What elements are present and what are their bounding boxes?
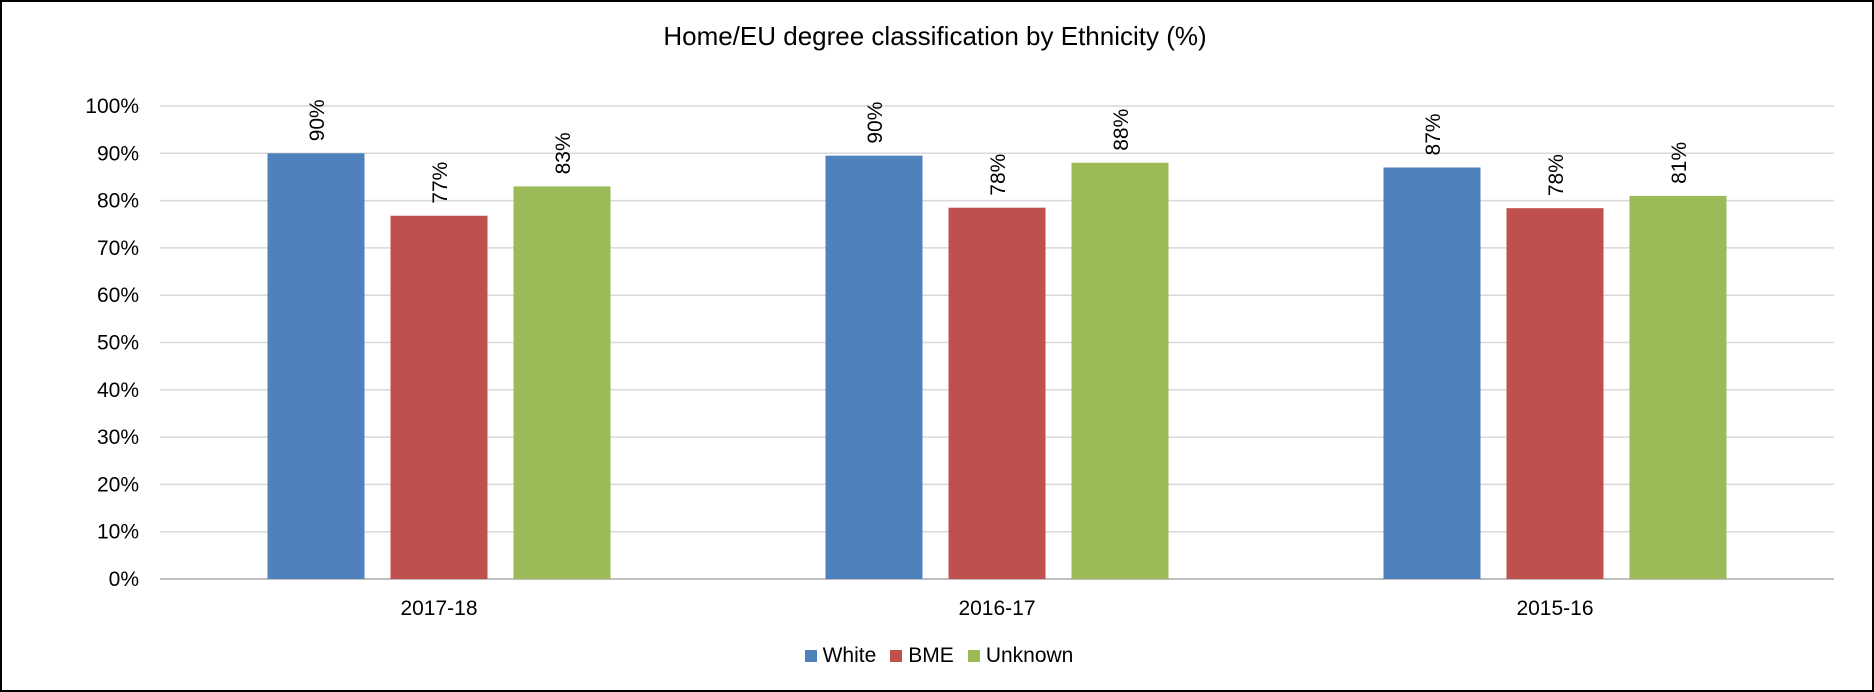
data-label: 77% <box>429 162 452 204</box>
y-tick-label: 40% <box>97 379 139 402</box>
data-label: 87% <box>1422 113 1445 155</box>
bar-unknown-2017-18 <box>513 186 611 579</box>
data-label: 83% <box>552 132 575 174</box>
data-label: 90% <box>864 102 887 144</box>
bar-white-2016-17 <box>825 155 923 580</box>
legend-label-unknown: Unknown <box>985 644 1074 667</box>
y-tick-label: 90% <box>97 142 139 165</box>
legend-item-unknown: Unknown <box>967 644 1074 668</box>
bar-bme-2017-18 <box>390 215 488 579</box>
legend-label-white: White <box>822 644 877 667</box>
legend-label-bme: BME <box>908 644 954 667</box>
data-label: 81% <box>1668 142 1691 184</box>
legend-item-bme: BME <box>890 644 954 668</box>
x-tick-label: 2017-18 <box>400 597 477 620</box>
x-axis-tick-labels: 2017-18 2016-17 2015-16 <box>400 597 1593 620</box>
y-tick-label: 70% <box>97 237 139 260</box>
chart-title: Home/EU degree classification by Ethnici… <box>663 21 1206 51</box>
bar-white-2017-18 <box>267 153 365 580</box>
y-tick-label: 20% <box>97 473 139 496</box>
x-tick-label: 2016-17 <box>958 597 1035 620</box>
data-label: 88% <box>1110 109 1133 151</box>
y-tick-label: 80% <box>97 190 139 213</box>
legend-item-white: White <box>804 644 877 668</box>
y-tick-label: 50% <box>97 332 139 355</box>
bars <box>267 153 1727 580</box>
bar-unknown-2015-16 <box>1629 195 1727 579</box>
y-tick-label: 100% <box>85 95 139 118</box>
data-label: 78% <box>987 154 1010 196</box>
y-tick-label: 60% <box>97 284 139 307</box>
y-axis-tick-labels: 0% 10% 20% 30% 40% 50% 60% 70% 80% 90% 100% <box>85 95 139 591</box>
bar-unknown-2016-17 <box>1071 162 1169 579</box>
y-tick-label: 30% <box>97 426 139 449</box>
data-labels: 90% 77% 83% 90% 78% 88% 87% 78% 81% <box>306 99 1691 203</box>
y-tick-label: 10% <box>97 521 139 544</box>
bar-bme-2015-16 <box>1506 208 1604 579</box>
bar-white-2015-16 <box>1383 167 1481 580</box>
y-tick-label: 0% <box>109 568 139 591</box>
x-tick-label: 2015-16 <box>1516 597 1593 620</box>
data-label: 90% <box>306 99 329 141</box>
data-label: 78% <box>1545 154 1568 196</box>
legend-swatch-unknown <box>967 650 980 662</box>
legend: White BME Unknown <box>2 644 1874 668</box>
legend-swatch-white <box>804 650 817 662</box>
bar-bme-2016-17 <box>948 207 1046 579</box>
legend-swatch-bme <box>890 650 903 662</box>
